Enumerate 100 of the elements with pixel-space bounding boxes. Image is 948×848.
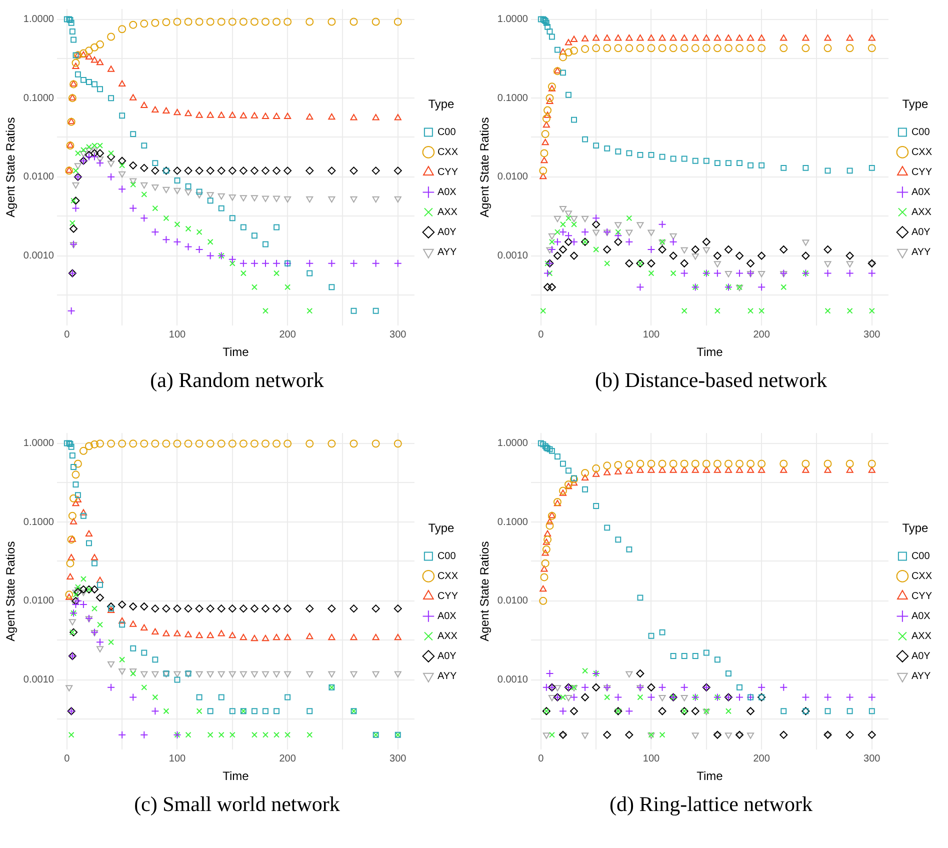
point — [615, 536, 622, 543]
point — [118, 440, 126, 448]
point — [637, 152, 644, 158]
text: (d) Ring-lattice network — [608, 792, 814, 817]
point — [659, 154, 666, 160]
point — [184, 440, 192, 448]
x-tick-label: 300 — [864, 329, 881, 340]
point — [350, 308, 357, 314]
point — [680, 34, 688, 41]
point — [714, 160, 720, 166]
point — [90, 148, 98, 154]
point — [92, 142, 98, 149]
point — [328, 113, 336, 120]
point — [173, 440, 182, 448]
point — [74, 71, 81, 78]
point — [736, 34, 744, 41]
point — [90, 554, 98, 560]
point — [659, 629, 666, 636]
point — [86, 540, 92, 546]
point — [538, 16, 544, 22]
point — [328, 604, 336, 613]
point — [108, 150, 114, 156]
point — [69, 28, 76, 34]
point — [560, 460, 566, 467]
legend-label: A0X — [437, 610, 457, 622]
point — [206, 112, 214, 118]
point — [868, 693, 876, 702]
point — [251, 232, 258, 239]
point — [581, 228, 590, 236]
point — [548, 732, 555, 738]
point — [140, 164, 148, 172]
point — [636, 460, 644, 468]
point — [69, 220, 76, 226]
point — [614, 44, 622, 52]
point — [72, 62, 80, 69]
point — [273, 671, 280, 678]
point — [69, 629, 76, 636]
point — [240, 224, 246, 230]
point — [680, 259, 688, 268]
point — [581, 693, 590, 702]
point — [802, 693, 810, 702]
legend-label: CYY — [911, 590, 932, 602]
point — [736, 160, 742, 166]
point — [802, 44, 810, 52]
point — [592, 470, 600, 477]
legend-label: C00 — [911, 550, 930, 562]
point — [107, 32, 116, 41]
point — [670, 653, 676, 659]
point — [680, 269, 688, 278]
legend-label: CXX — [911, 570, 932, 582]
point — [306, 259, 314, 268]
point — [714, 656, 720, 663]
point — [108, 95, 114, 102]
point — [70, 36, 77, 43]
point — [780, 44, 788, 52]
point — [868, 164, 875, 171]
point — [713, 269, 722, 278]
point — [669, 238, 678, 246]
point — [306, 440, 314, 448]
point — [118, 80, 126, 86]
point — [118, 600, 126, 609]
point — [566, 215, 572, 222]
point — [846, 460, 854, 468]
point — [240, 671, 247, 678]
point — [614, 693, 622, 702]
point — [206, 632, 214, 638]
point — [72, 196, 80, 205]
point — [564, 694, 572, 702]
point — [218, 193, 225, 200]
point — [725, 670, 732, 676]
point — [542, 732, 550, 739]
point — [129, 20, 138, 29]
point — [647, 460, 656, 468]
point — [218, 694, 224, 700]
point — [64, 16, 70, 22]
point — [703, 650, 710, 656]
point — [152, 205, 158, 212]
point — [162, 604, 170, 613]
point — [306, 308, 313, 314]
x-axis-title: Time — [222, 769, 250, 784]
point — [559, 48, 567, 55]
x-tick-label: 300 — [390, 753, 407, 764]
point — [207, 238, 214, 245]
point — [80, 590, 87, 596]
point — [72, 58, 80, 67]
point — [350, 259, 358, 268]
point — [702, 44, 710, 52]
point — [581, 683, 590, 692]
point — [802, 460, 810, 468]
point — [691, 44, 700, 52]
point — [647, 683, 656, 692]
text: (c) Small world network — [133, 792, 341, 817]
point — [626, 467, 633, 474]
point — [747, 732, 754, 739]
point — [615, 229, 622, 235]
point — [174, 676, 180, 683]
point — [614, 238, 622, 246]
point — [272, 604, 281, 613]
point — [692, 158, 698, 164]
point — [702, 34, 710, 41]
